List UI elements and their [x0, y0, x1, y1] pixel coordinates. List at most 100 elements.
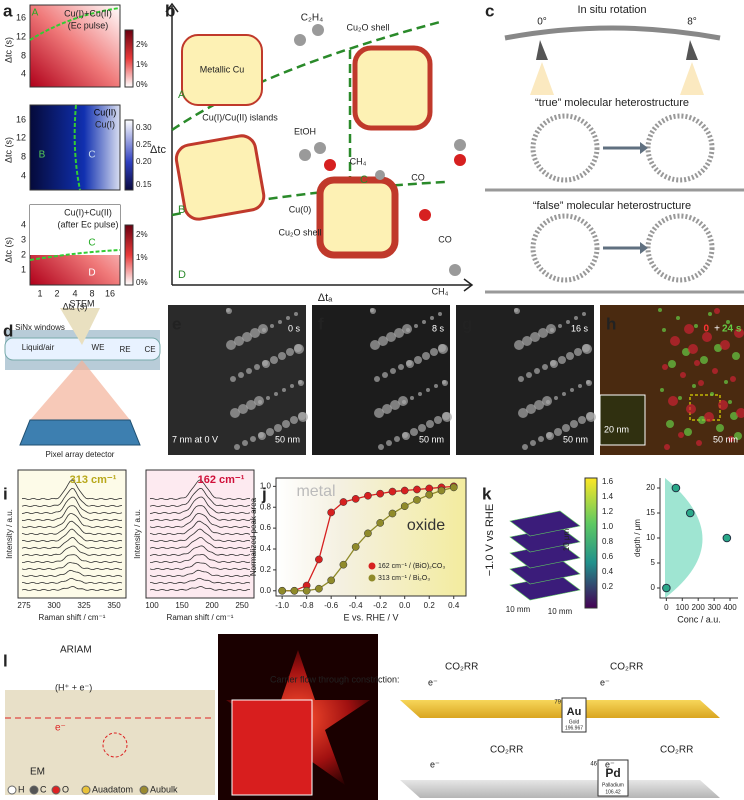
particle	[266, 396, 270, 400]
gold-slab	[400, 700, 720, 718]
panel-a	[29, 4, 134, 286]
particle	[386, 440, 392, 446]
x-tick-label: -0.6	[324, 601, 338, 610]
particle	[426, 420, 434, 428]
particle	[258, 432, 266, 440]
x-tick-label: -1.0	[275, 601, 289, 610]
scatter-cone	[30, 360, 130, 420]
legend-swatch	[81, 785, 91, 795]
label: CO₂RR	[490, 745, 523, 756]
particle	[658, 308, 662, 312]
particle	[680, 372, 686, 378]
label: Cu(II)	[94, 107, 117, 117]
lattice	[5, 690, 215, 795]
x-axis-label: Conc / a.u.	[677, 614, 721, 624]
particle	[398, 364, 404, 370]
boundary	[29, 7, 121, 41]
particle	[696, 440, 702, 446]
particle	[728, 436, 734, 442]
label: 1%	[136, 253, 148, 262]
particle	[662, 328, 666, 332]
label: 0.15	[136, 180, 152, 189]
annotation: metal	[296, 483, 335, 500]
spectrum	[149, 505, 251, 522]
y-tick-label: 1.0	[260, 481, 272, 490]
legend-swatch	[29, 785, 39, 795]
particle	[686, 404, 696, 414]
y-tick-label: 0	[651, 583, 656, 592]
particle	[710, 392, 714, 396]
label: CO₂RR	[445, 662, 478, 673]
label: 3	[21, 234, 26, 244]
label: 4	[21, 170, 26, 180]
particle	[578, 416, 586, 424]
label: 79	[554, 700, 561, 706]
label: Pixel array detector	[46, 450, 115, 459]
label: Raman shift / cm⁻¹	[39, 613, 106, 622]
particle	[352, 45, 433, 131]
label: Intensity / a.u.	[5, 509, 14, 559]
spectrum	[21, 536, 123, 550]
annotation: oxide	[407, 517, 445, 534]
particle	[226, 308, 232, 314]
label: 0.20	[136, 157, 152, 166]
label: 10 mm	[548, 607, 573, 616]
particle	[230, 408, 240, 418]
label: Δtc (s)	[3, 137, 13, 163]
panel-label: k	[482, 484, 492, 503]
point	[327, 508, 336, 517]
spectrum	[21, 577, 123, 585]
label: B	[178, 204, 185, 216]
label: 0	[703, 324, 709, 335]
colorbar	[124, 224, 134, 286]
particle	[702, 332, 712, 342]
spectrum	[149, 577, 251, 585]
particle	[374, 408, 384, 418]
point	[388, 487, 397, 496]
point	[685, 508, 695, 518]
label: Gold	[569, 719, 580, 725]
particle	[558, 356, 566, 364]
point	[388, 509, 397, 518]
point	[339, 498, 348, 506]
label: 0%	[136, 80, 148, 89]
label: Intensity / a.u.	[133, 509, 142, 559]
particle	[406, 360, 414, 368]
point	[315, 555, 323, 564]
point	[327, 576, 336, 585]
label: Auadatom	[92, 784, 133, 794]
label: Δtc (s)	[3, 237, 13, 263]
label: C	[360, 174, 368, 186]
particle	[554, 396, 558, 400]
particle	[414, 324, 418, 328]
label: 0.4	[602, 567, 614, 576]
label: In situ rotation	[577, 4, 646, 16]
particle	[278, 352, 286, 360]
label: 8°	[687, 17, 697, 28]
particle	[688, 344, 698, 354]
label: ARIAM	[60, 645, 92, 656]
label: C	[40, 784, 47, 794]
y-axis-label: depth / μm	[633, 519, 642, 557]
particle	[678, 396, 682, 400]
panel-label: a	[3, 1, 13, 20]
particle	[414, 356, 422, 364]
particle	[402, 432, 410, 440]
label: 12	[16, 31, 26, 41]
particle	[558, 324, 562, 328]
label: 1.2	[602, 507, 614, 516]
particle	[442, 380, 448, 386]
panel-c	[485, 25, 744, 294]
particle	[538, 436, 544, 442]
label: 10 mm	[506, 605, 531, 614]
particle	[662, 364, 668, 370]
label: 7 nm at 0 V	[172, 434, 218, 444]
x-axis-label: E vs. RHE / V	[343, 612, 398, 622]
point	[662, 583, 671, 593]
label: e⁻	[605, 759, 615, 769]
particle	[390, 368, 396, 374]
particle	[566, 320, 570, 324]
panel-label: l	[3, 651, 8, 670]
axes	[659, 478, 738, 599]
